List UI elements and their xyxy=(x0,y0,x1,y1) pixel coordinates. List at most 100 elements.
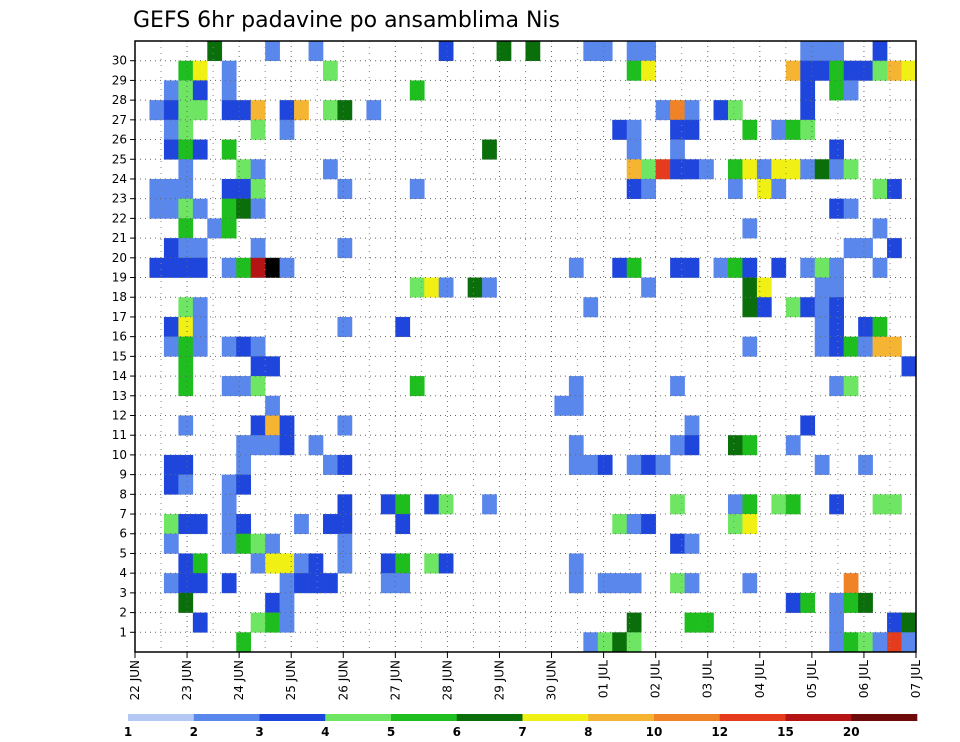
heatmap-cell xyxy=(323,100,338,121)
heatmap-cell xyxy=(265,257,280,278)
heatmap-cell xyxy=(670,533,685,554)
heatmap-cell xyxy=(178,316,194,337)
heatmap-cell xyxy=(178,297,194,318)
heatmap-cell xyxy=(294,573,309,594)
heatmap-cell xyxy=(236,435,251,456)
heatmap-cell xyxy=(236,533,251,554)
heatmap-cell xyxy=(597,454,613,475)
y-tick-label: 17 xyxy=(112,310,127,324)
heatmap-cell xyxy=(424,553,440,574)
heatmap-cell xyxy=(250,376,266,397)
heatmap-cell xyxy=(178,257,194,278)
heatmap-cell xyxy=(756,178,772,199)
heatmap-cell xyxy=(294,100,309,121)
heatmap-cell xyxy=(323,514,338,535)
heatmap-cell xyxy=(250,257,266,278)
heatmap-cell xyxy=(583,297,599,318)
heatmap-cell xyxy=(236,454,251,475)
heatmap-cell xyxy=(742,514,758,535)
x-tick-label: 27 JUN xyxy=(388,660,402,700)
x-tick-label: 30 JUN xyxy=(545,660,559,700)
heatmap-cell xyxy=(858,454,873,475)
heatmap-cell xyxy=(814,454,830,475)
x-tick-label: 25 JUN xyxy=(284,660,298,700)
x-tick-label: 29 JUN xyxy=(493,660,507,700)
y-tick-label: 18 xyxy=(112,290,127,304)
heatmap-cell xyxy=(612,257,628,278)
heatmap-cell xyxy=(858,316,873,337)
colorbar-legend: 1 2 3 4 5 6 7 8 10 12 15 20 xyxy=(124,714,918,739)
y-tick-label: 12 xyxy=(112,408,127,422)
heatmap-cell xyxy=(265,533,280,554)
heatmap-cell xyxy=(236,257,251,278)
heatmap-cell xyxy=(250,178,266,199)
heatmap-cell xyxy=(221,494,237,515)
heatmap-cell xyxy=(800,592,816,613)
y-tick-label: 25 xyxy=(112,152,127,166)
heatmap-cell xyxy=(438,41,454,62)
heatmap-cell xyxy=(727,494,743,515)
heatmap-cell xyxy=(901,612,917,633)
y-tick-label: 14 xyxy=(112,369,127,383)
heatmap-cell xyxy=(568,573,584,594)
heatmap-cell xyxy=(670,494,685,515)
heatmap-cell xyxy=(641,277,656,298)
heatmap-cell xyxy=(163,257,179,278)
colorbar-label: 3 xyxy=(255,725,263,739)
heatmap-cell xyxy=(626,41,642,62)
heatmap-cell xyxy=(221,257,237,278)
colorbar-label: 6 xyxy=(453,725,461,739)
heatmap-cell xyxy=(236,336,251,357)
heatmap-cell xyxy=(163,533,179,554)
heatmap-cell xyxy=(872,494,888,515)
heatmap-cell xyxy=(482,494,497,515)
colorbar-swatch xyxy=(325,714,392,721)
heatmap-cell xyxy=(670,139,685,160)
heatmap-cell xyxy=(568,553,584,574)
y-tick-label: 22 xyxy=(112,211,127,225)
heatmap-cell xyxy=(380,494,396,515)
heatmap-cell xyxy=(192,139,208,160)
heatmap-cell xyxy=(337,494,353,515)
heatmap-cell xyxy=(424,494,440,515)
heatmap-cell xyxy=(380,553,396,574)
y-tick-label: 5 xyxy=(119,546,127,560)
heatmap-cell xyxy=(843,198,859,219)
heatmap-cell xyxy=(178,178,194,199)
heatmap-cell xyxy=(250,533,266,554)
heatmap-cell xyxy=(872,316,888,337)
heatmap-cell xyxy=(742,159,758,180)
heatmap-cell xyxy=(308,553,324,574)
heatmap-cell xyxy=(207,218,223,239)
heatmap-cell xyxy=(192,60,208,81)
y-tick-label: 6 xyxy=(119,527,127,541)
heatmap-cell xyxy=(236,632,251,653)
heatmap-cell xyxy=(438,277,454,298)
y-tick-label: 11 xyxy=(112,428,127,442)
x-tick-label: 04 JUL xyxy=(753,660,767,698)
heatmap-cell xyxy=(684,100,700,121)
heatmap-cell xyxy=(192,257,208,278)
heatmap-cell xyxy=(178,356,194,377)
colorbar-label: 7 xyxy=(518,725,526,739)
heatmap-cell xyxy=(395,514,411,535)
heatmap-cell xyxy=(409,80,425,101)
x-tick-label: 03 JUL xyxy=(701,660,715,698)
heatmap-cell xyxy=(178,592,194,613)
heatmap-cell xyxy=(236,159,251,180)
heatmap-cell xyxy=(626,514,642,535)
heatmap-cell xyxy=(438,553,454,574)
heatmap-cell xyxy=(568,435,584,456)
heatmap-cell xyxy=(771,119,787,140)
heatmap-cell xyxy=(294,553,309,574)
heatmap-cell xyxy=(684,612,700,633)
colorbar-swatch xyxy=(391,714,458,721)
heatmap-cell xyxy=(670,573,685,594)
heatmap-cell xyxy=(308,573,324,594)
heatmap-cell xyxy=(785,159,801,180)
heatmap-cell xyxy=(887,494,902,515)
heatmap-cell xyxy=(858,60,873,81)
heatmap-cell xyxy=(294,514,309,535)
heatmap-cell xyxy=(597,573,613,594)
heatmap-cell xyxy=(829,198,844,219)
